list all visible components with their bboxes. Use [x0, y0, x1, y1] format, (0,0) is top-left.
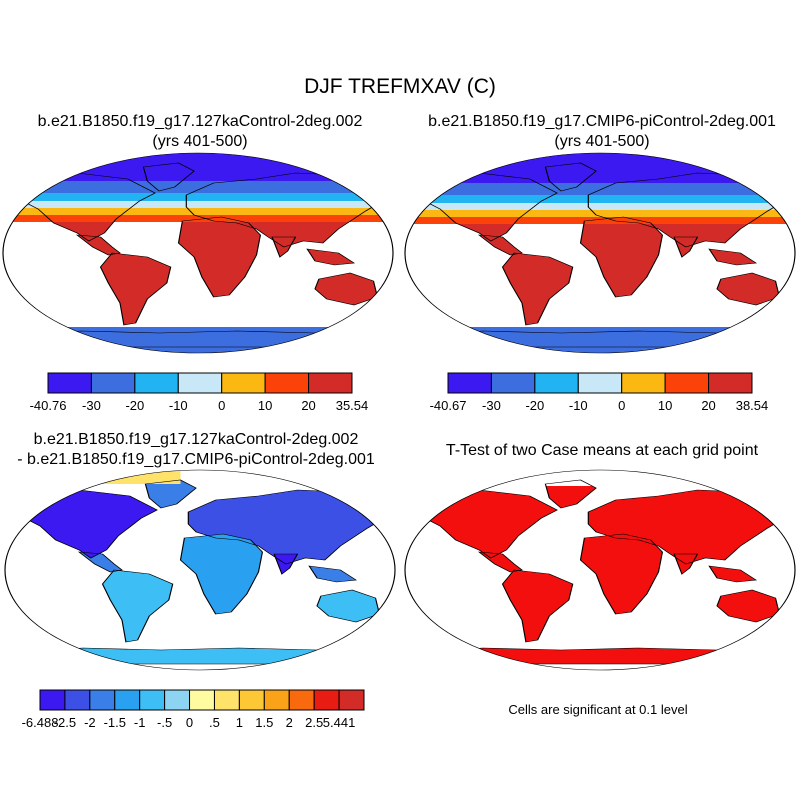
panel-ttest: T-Test of two Case means at each grid po…	[404, 442, 796, 717]
panel1-band-arctic-dark	[3, 153, 393, 181]
colorbar-swatch	[90, 372, 136, 394]
colorbar-swatch	[447, 372, 492, 394]
panel3-an-weak	[12, 648, 388, 664]
colorbar-swatch	[338, 689, 365, 711]
panel1-band-warm	[3, 208, 393, 215]
colorbar-tick-label: -1	[134, 715, 146, 730]
colorbar-swatch	[89, 689, 116, 711]
colorbar-swatch	[213, 689, 240, 711]
panel2-band-cold	[405, 183, 795, 195]
panel2-title-line1: b.e21.B1850.f19_g17.CMIP6-piControl-2deg…	[428, 113, 776, 130]
panel3-title-line2: - b.e21.B1850.f19_g17.CMIP6-piControl-2d…	[17, 451, 375, 468]
panel3-colorbar: -6.488-2.5 -2 -1.5 -1 -.5 0 .5 1 1.5 2 2.5 5.441	[22, 689, 365, 730]
colorbar-swatch	[708, 372, 753, 394]
panel2-colorbar: -40.67 -30 -20 -10 0 10 20 38.54	[430, 372, 769, 413]
panel4-map	[404, 469, 796, 671]
colorbar-tick-label: -.5	[157, 715, 172, 730]
colorbar-swatch	[47, 372, 92, 394]
panel-piControl-mean: b.e21.B1850.f19_g17.CMIP6-piControl-2deg…	[404, 113, 796, 413]
colorbar-tick-label: -10	[169, 398, 188, 413]
colorbar-tick-label: 38.54	[736, 398, 769, 413]
panel1-colorbar: -40.76 -30 -20 -10 0 10 20 35.54	[30, 372, 369, 413]
colorbar-tick-label: -6.488	[22, 715, 59, 730]
colorbar-swatch	[164, 689, 191, 711]
colorbar-tick-label: 35.54	[336, 398, 369, 413]
colorbar-tick-label: -20	[125, 398, 144, 413]
panel2-title-line2: (yrs 401-500)	[554, 133, 649, 150]
colorbar-swatch	[577, 372, 623, 394]
colorbar-tick-label: 1.5	[255, 715, 273, 730]
colorbar-tick-label: 2	[286, 715, 293, 730]
colorbar-tick-label: 2.5	[305, 715, 323, 730]
colorbar-tick-label: -30	[82, 398, 101, 413]
colorbar-tick-label: -40.67	[430, 398, 467, 413]
panel1-title-line1: b.e21.B1850.f19_g17.127kaControl-2deg.00…	[38, 113, 363, 130]
colorbar-tick-label: 0	[218, 398, 225, 413]
colorbar-swatch	[664, 372, 710, 394]
panel2-band-cool	[405, 195, 795, 203]
colorbar-tick-label: 1	[236, 715, 243, 730]
colorbar-tick-label: -20	[525, 398, 544, 413]
panel2-band-antarctic	[405, 327, 795, 353]
colorbar-swatch	[64, 689, 91, 711]
colorbar-swatch	[308, 372, 353, 394]
colorbar-swatch	[221, 372, 266, 394]
colorbar-swatch	[288, 689, 315, 711]
colorbar-swatch	[177, 372, 223, 394]
colorbar-swatch	[313, 689, 340, 711]
colorbar-tick-label: -2.5	[54, 715, 76, 730]
panel4-arctic-insignificant	[405, 470, 795, 486]
colorbar-swatch	[534, 372, 579, 394]
panel2-band-hot	[405, 217, 795, 224]
panel1-band-cold	[3, 181, 393, 193]
colorbar-tick-label: .5	[209, 715, 220, 730]
colorbar-tick-label: -40.76	[30, 398, 67, 413]
panel1-band-cool	[3, 193, 393, 201]
panel2-band-warm	[405, 210, 795, 217]
figure-title: DJF TREFMXAV (C)	[304, 75, 496, 98]
panel2-band-arctic-dark	[405, 153, 795, 183]
colorbar-swatch	[490, 372, 536, 394]
panel1-band-antarctic	[3, 327, 393, 353]
panel2-band-mild	[405, 203, 795, 210]
panel4-title: T-Test of two Case means at each grid po…	[446, 442, 759, 459]
colorbar-tick-label: 10	[258, 398, 272, 413]
colorbar-swatch	[264, 372, 310, 394]
panel1-band-hot	[3, 215, 393, 222]
colorbar-swatch	[621, 372, 666, 394]
panel1-title-line2: (yrs 401-500)	[152, 133, 247, 150]
colorbar-tick-label: -1.5	[104, 715, 126, 730]
colorbar-tick-label: 20	[701, 398, 715, 413]
panel1-band-mild	[3, 201, 393, 208]
panel1-map	[2, 152, 394, 354]
colorbar-swatch	[263, 689, 290, 711]
panel3-title-line1: b.e21.B1850.f19_g17.127kaControl-2deg.00…	[34, 431, 359, 448]
colorbar-swatch	[39, 689, 66, 711]
colorbar-tick-label: -2	[84, 715, 96, 730]
colorbar-swatch	[114, 689, 141, 711]
colorbar-tick-label: -10	[569, 398, 588, 413]
colorbar-swatch	[238, 689, 265, 711]
ttest-significance-note: Cells are significant at 0.1 level	[508, 702, 687, 717]
colorbar-swatch	[134, 372, 179, 394]
colorbar-tick-label: 5.441	[323, 715, 356, 730]
colorbar-tick-label: -30	[482, 398, 501, 413]
panel-127ka-mean: b.e21.B1850.f19_g17.127kaControl-2deg.00…	[2, 113, 394, 413]
panel3-arctic-warm2	[297, 470, 395, 482]
colorbar-tick-label: 20	[301, 398, 315, 413]
panel3-map	[4, 469, 396, 671]
colorbar-swatch	[189, 689, 215, 711]
colorbar-tick-label: 0	[186, 715, 193, 730]
panel2-map	[404, 152, 796, 354]
panel-difference: b.e21.B1850.f19_g17.127kaControl-2deg.00…	[4, 431, 396, 730]
colorbar-swatch	[139, 689, 166, 711]
colorbar-tick-label: 0	[618, 398, 625, 413]
colorbar-tick-label: 10	[658, 398, 672, 413]
